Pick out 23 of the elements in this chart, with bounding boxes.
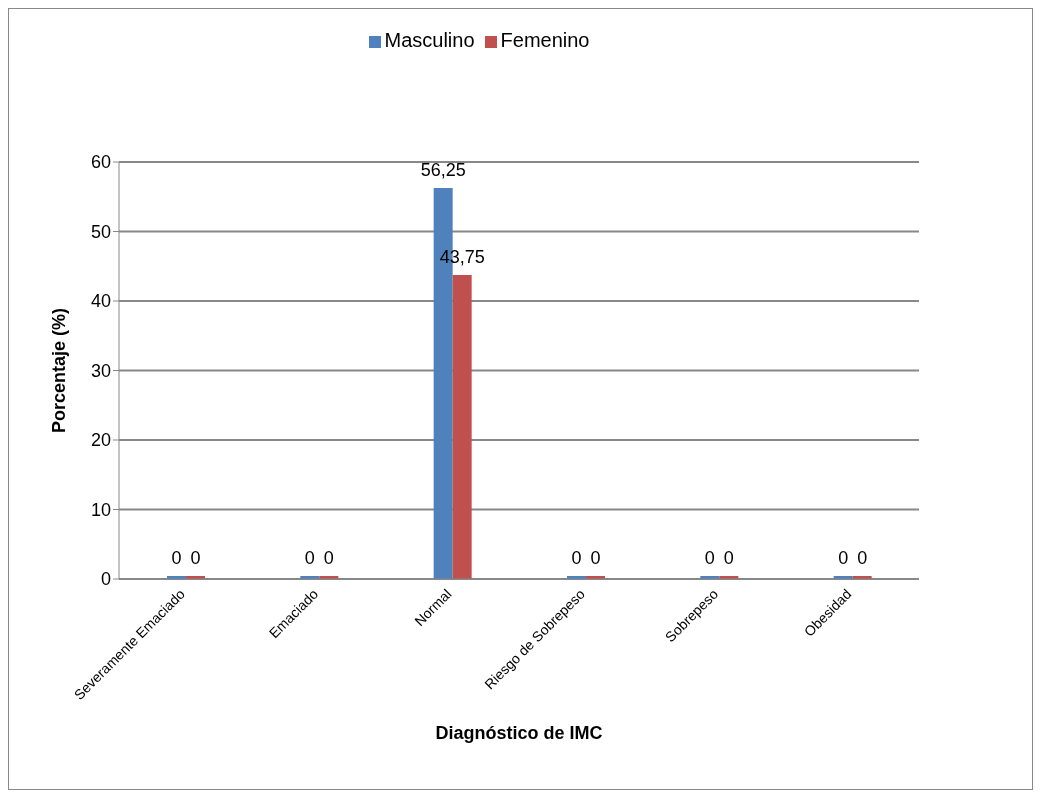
x-axis-title: Diagnóstico de IMC xyxy=(435,723,603,743)
data-label: 56,25 xyxy=(420,160,466,181)
data-label: 0 xyxy=(857,548,868,568)
data-label: 0 xyxy=(571,548,582,568)
y-tick-label: 30 xyxy=(90,360,111,381)
y-tick-label: 60 xyxy=(90,152,111,173)
y-tick-label: 20 xyxy=(90,430,111,451)
bar xyxy=(452,274,472,579)
data-label: 0 xyxy=(304,548,315,568)
legend-label: Masculino xyxy=(384,29,475,51)
y-tick-label: 10 xyxy=(90,499,111,520)
y-tick-label: 40 xyxy=(90,291,111,312)
data-label: 0 xyxy=(590,548,601,568)
data-label: 0 xyxy=(723,548,734,568)
y-axis-title: Porcentaje (%) xyxy=(49,307,70,434)
y-tick-label: 50 xyxy=(90,221,111,242)
data-label: 0 xyxy=(171,548,182,568)
data-label: 0 xyxy=(838,548,849,568)
data-label: 0 xyxy=(190,548,201,568)
legend-label: Femenino xyxy=(500,29,590,51)
data-label: 0 xyxy=(704,548,715,568)
y-tick-label: 0 xyxy=(100,569,111,590)
data-label: 0 xyxy=(323,548,334,568)
